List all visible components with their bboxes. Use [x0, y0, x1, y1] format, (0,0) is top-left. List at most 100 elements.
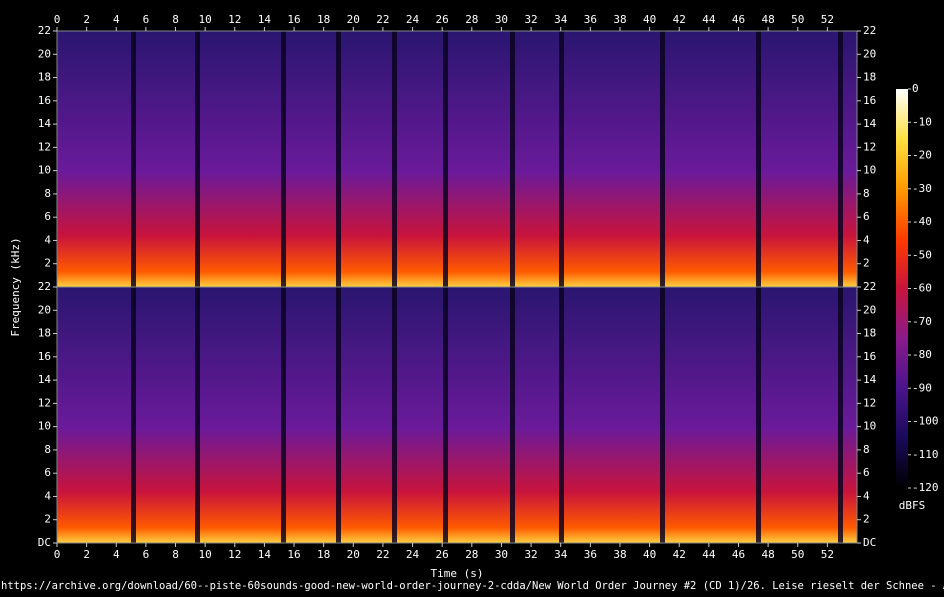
x-tick-label: 2	[83, 13, 90, 26]
y-tick-label: 2	[863, 513, 870, 526]
x-tick-label: 30	[495, 548, 508, 561]
y-tick-label: DC	[863, 536, 876, 549]
colorbar-tick-label: -20	[912, 149, 932, 162]
track-gap	[559, 31, 564, 287]
x-tick-label: 36	[584, 548, 597, 561]
x-tick-label: 18	[317, 548, 330, 561]
x-tick-label: 48	[761, 548, 774, 561]
y-tick-label: 12	[863, 140, 876, 153]
y-tick-label: 8	[863, 443, 870, 456]
track-gap	[131, 287, 136, 543]
track-gap	[281, 31, 286, 287]
colorbar-tick-label: -40	[912, 215, 932, 228]
y-tick-label: 6	[863, 210, 870, 223]
track-gap	[392, 31, 397, 287]
colorbar	[896, 89, 908, 488]
x-tick-label: 38	[613, 13, 626, 26]
track-gap	[660, 287, 665, 543]
x-tick-label: 16	[287, 548, 300, 561]
x-tick-label: 24	[406, 13, 420, 26]
x-tick-label: 20	[347, 13, 360, 26]
colorbar-tick-label: -90	[912, 381, 932, 394]
x-tick-label: 24	[406, 548, 420, 561]
y-tick-label: 8	[44, 443, 51, 456]
y-tick-label: 18	[863, 71, 876, 84]
track-gap	[443, 31, 448, 287]
y-tick-label: 16	[38, 94, 51, 107]
x-tick-label: 40	[643, 13, 656, 26]
x-tick-label: 2	[83, 548, 90, 561]
colorbar-tick-label: -80	[912, 348, 932, 361]
spectrogram-panel	[57, 287, 857, 543]
x-tick-label: 44	[702, 13, 716, 26]
y-tick-label: 12	[863, 396, 876, 409]
y-tick-label: 14	[38, 117, 52, 130]
x-tick-label: 18	[317, 13, 330, 26]
colorbar-tick-label: -60	[912, 282, 932, 295]
y-tick-label: 4	[863, 489, 870, 502]
y-tick-label: 18	[38, 327, 51, 340]
y-axis-label: Frequency (kHz)	[9, 237, 22, 336]
x-tick-label: 28	[465, 13, 478, 26]
colorbar-tick-label: -110	[912, 448, 939, 461]
x-tick-label: 10	[199, 13, 212, 26]
x-tick-label: 14	[258, 13, 272, 26]
spectrogram-panel	[57, 31, 857, 287]
x-tick-label: 30	[495, 13, 508, 26]
x-tick-label: 28	[465, 548, 478, 561]
y-tick-label: 20	[38, 47, 51, 60]
x-tick-label: 16	[287, 13, 300, 26]
track-gap	[336, 287, 341, 543]
y-tick-label: 12	[38, 396, 51, 409]
y-tick-label: 22	[38, 280, 51, 293]
track-gap	[336, 31, 341, 287]
y-tick-label: 16	[863, 94, 876, 107]
colorbar-tick-label: -120	[912, 481, 939, 494]
colorbar-tick-label: -50	[912, 248, 932, 261]
colorbar-tick-label: 0	[912, 82, 919, 95]
colorbar-tick-label: -10	[912, 115, 932, 128]
y-tick-label: 10	[38, 164, 51, 177]
x-tick-label: 22	[376, 13, 389, 26]
y-tick-label: 14	[863, 373, 877, 386]
x-tick-label: 46	[732, 13, 745, 26]
track-gap	[392, 287, 397, 543]
x-tick-label: 26	[436, 13, 449, 26]
x-tick-label: 4	[113, 13, 120, 26]
x-tick-label: 44	[702, 548, 716, 561]
x-tick-label: 40	[643, 548, 656, 561]
y-tick-label: 10	[38, 420, 51, 433]
x-tick-label: 52	[821, 548, 834, 561]
y-tick-label: 22	[863, 24, 876, 37]
x-tick-label: 50	[791, 548, 804, 561]
x-tick-label: 14	[258, 548, 272, 561]
y-tick-label: 10	[863, 420, 876, 433]
y-tick-label: 10	[863, 164, 876, 177]
track-gap	[838, 31, 843, 287]
track-gap	[559, 287, 564, 543]
colorbar-tick-label: -70	[912, 315, 932, 328]
x-tick-label: 12	[228, 13, 241, 26]
y-tick-label: 2	[44, 257, 51, 270]
y-tick-label: 2	[863, 257, 870, 270]
y-tick-label: 20	[863, 303, 876, 316]
x-tick-label: 0	[54, 548, 61, 561]
colorbar-tick-label: -100	[912, 415, 939, 428]
y-tick-label: 18	[38, 71, 51, 84]
y-tick-label: 16	[38, 350, 51, 363]
x-tick-label: 6	[143, 548, 150, 561]
track-gap	[195, 31, 200, 287]
track-gap	[131, 31, 136, 287]
track-gap	[443, 287, 448, 543]
x-tick-label: 52	[821, 13, 834, 26]
y-tick-label: 20	[863, 47, 876, 60]
y-tick-label: 20	[38, 303, 51, 316]
y-tick-label: 4	[863, 233, 870, 246]
y-tick-label: 4	[44, 233, 51, 246]
x-tick-label: 26	[436, 548, 449, 561]
x-tick-label: 48	[761, 13, 774, 26]
y-tick-label: 14	[38, 373, 52, 386]
x-tick-label: 34	[554, 548, 568, 561]
y-tick-label: 6	[44, 466, 51, 479]
